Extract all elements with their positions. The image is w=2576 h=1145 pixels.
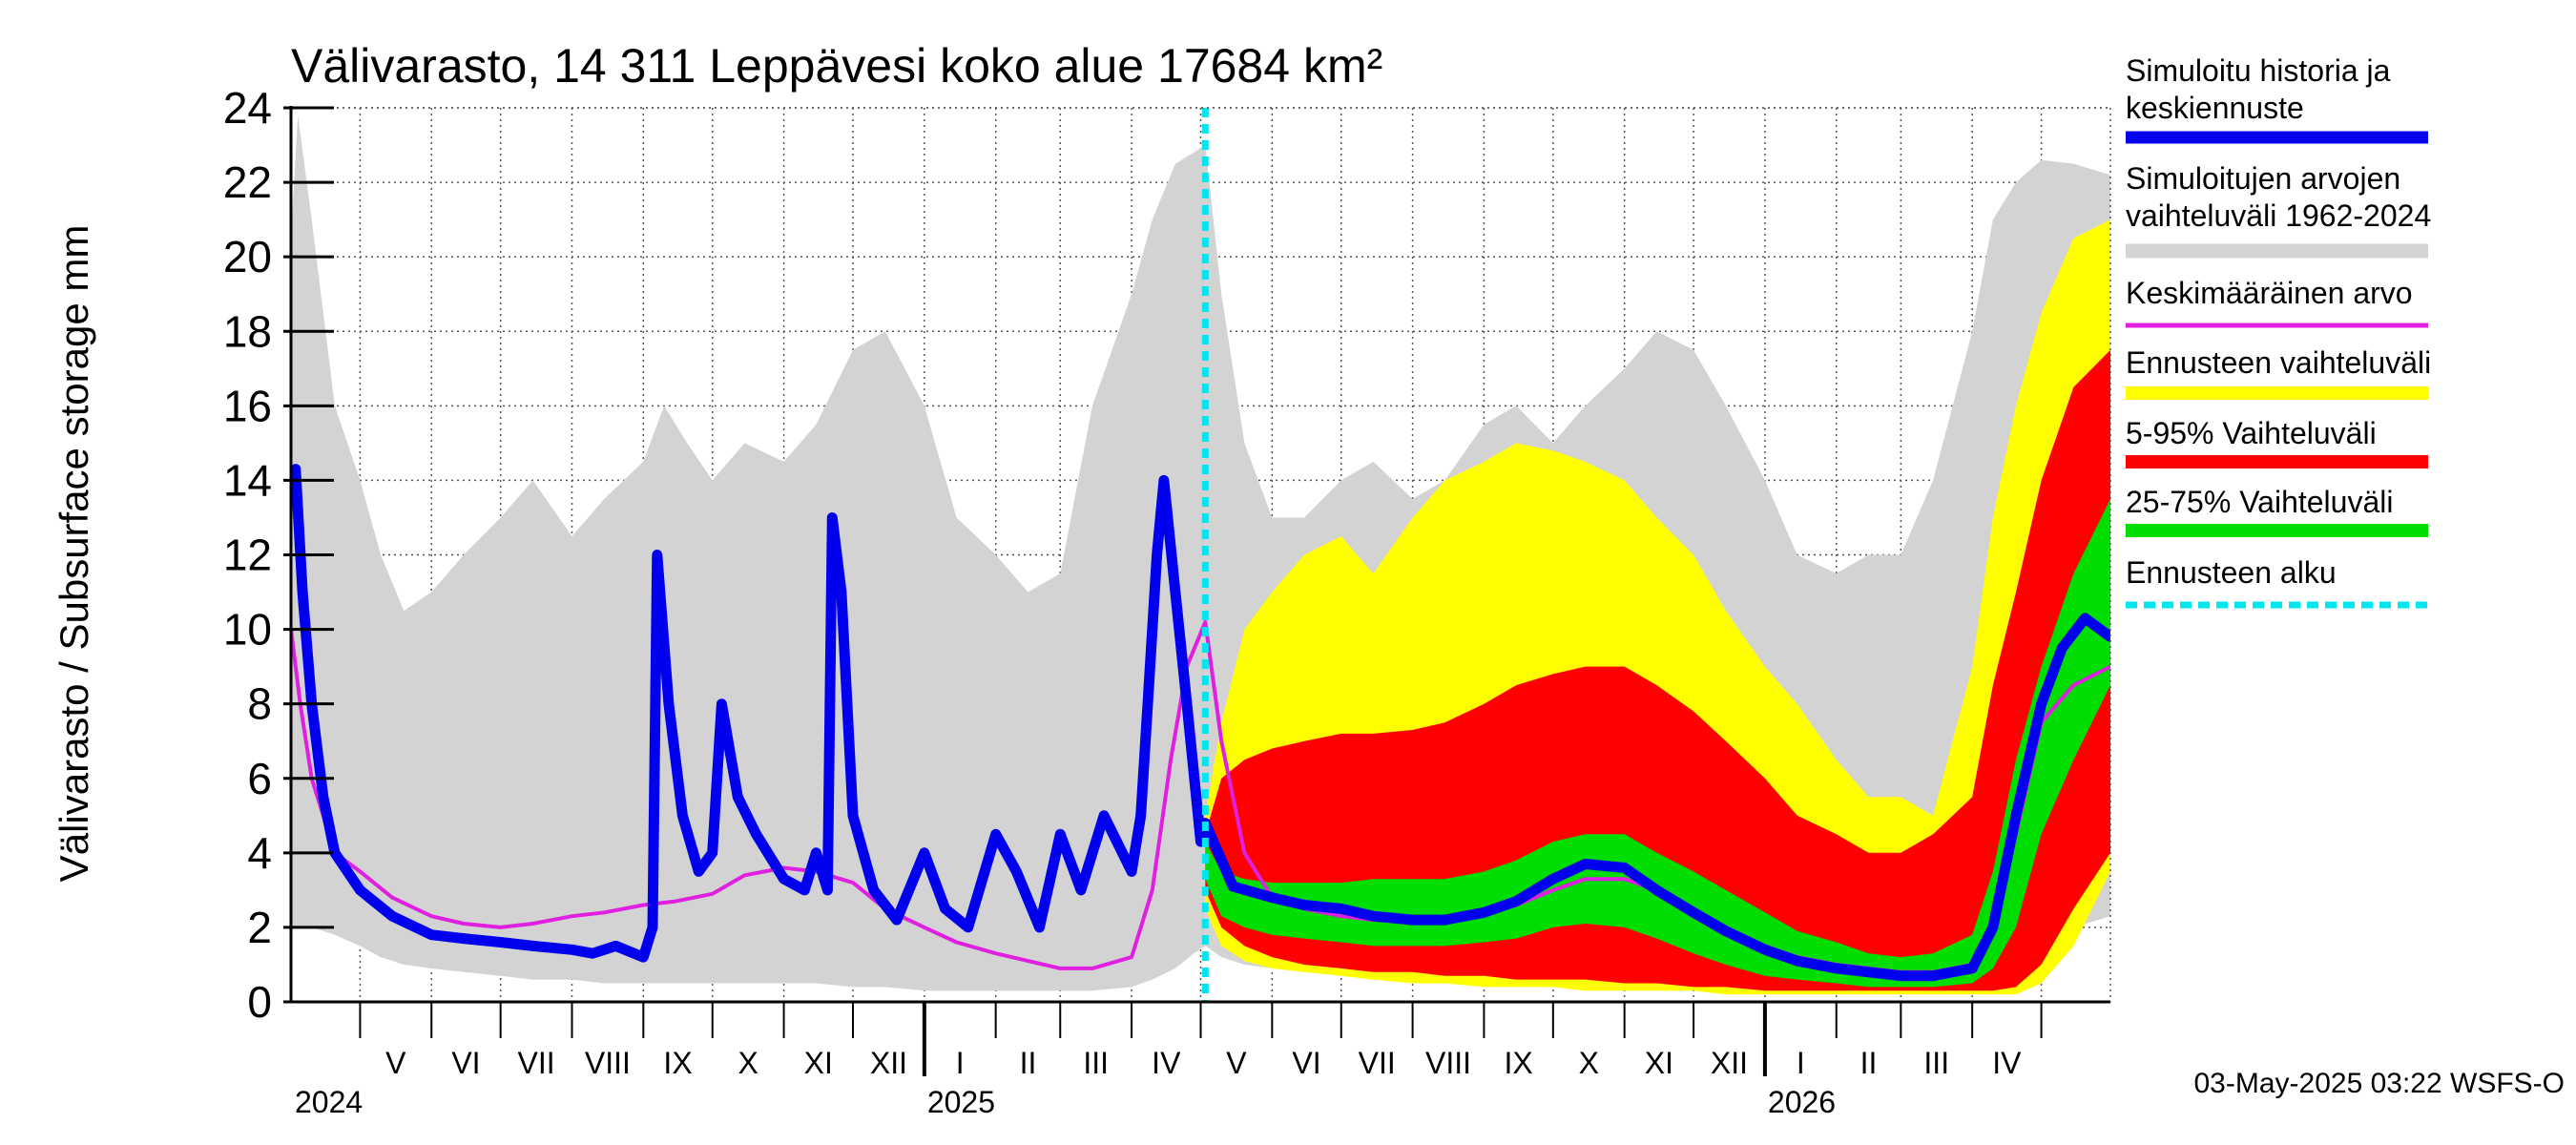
- legend-label: Simuloitu historia ja: [2126, 53, 2391, 88]
- year-label: 2025: [927, 1085, 995, 1119]
- y-tick-label: 12: [223, 531, 272, 580]
- y-tick-label: 20: [223, 232, 272, 281]
- month-label: II: [1860, 1046, 1878, 1080]
- y-tick-label: 22: [223, 157, 272, 207]
- month-label: VI: [451, 1046, 480, 1080]
- legend-label: 25-75% Vaihteluväli: [2126, 485, 2393, 519]
- y-tick-label: 0: [247, 977, 272, 1027]
- month-label: I: [956, 1046, 965, 1080]
- y-tick-label: 2: [247, 903, 272, 952]
- y-tick-label: 14: [223, 455, 272, 505]
- month-label: IV: [1152, 1046, 1181, 1080]
- month-label: V: [385, 1046, 406, 1080]
- y-tick-label: 16: [223, 381, 272, 430]
- y-tick-label: 18: [223, 306, 272, 356]
- month-label: XII: [870, 1046, 907, 1080]
- month-label: III: [1083, 1046, 1109, 1080]
- legend-label: keskiennuste: [2126, 91, 2304, 125]
- legend-label: 5-95% Vaihteluväli: [2126, 416, 2377, 450]
- month-label: XI: [804, 1046, 833, 1080]
- month-label: IX: [1505, 1046, 1533, 1080]
- month-label: V: [1226, 1046, 1247, 1080]
- legend-label: Keskimääräinen arvo: [2126, 276, 2413, 310]
- month-label: XI: [1645, 1046, 1673, 1080]
- legend-label: Simuloitujen arvojen: [2126, 161, 2400, 196]
- month-label: XII: [1711, 1046, 1748, 1080]
- month-label: III: [1923, 1046, 1949, 1080]
- y-tick-label: 24: [223, 83, 272, 133]
- month-label: X: [1579, 1046, 1599, 1080]
- month-label: X: [737, 1046, 758, 1080]
- y-axis-label: Välivarasto / Subsurface storage mm: [52, 225, 96, 883]
- y-tick-label: 10: [223, 605, 272, 655]
- month-label: II: [1020, 1046, 1037, 1080]
- month-label: VIII: [1425, 1046, 1471, 1080]
- month-label: I: [1797, 1046, 1805, 1080]
- legend-label: Ennusteen vaihteluväli: [2126, 345, 2431, 380]
- month-label: VII: [518, 1046, 555, 1080]
- year-label: 2024: [295, 1085, 363, 1119]
- y-tick-label: 6: [247, 754, 272, 803]
- year-label: 2026: [1768, 1085, 1836, 1119]
- y-tick-label: 4: [247, 828, 272, 878]
- series-line-simulated: [291, 464, 2110, 982]
- chart-title: Välivarasto, 14 311 Leppävesi koko alue …: [291, 39, 1382, 93]
- month-label: IV: [1992, 1046, 2022, 1080]
- month-label: VII: [1359, 1046, 1396, 1080]
- month-label: VI: [1292, 1046, 1320, 1080]
- legend-label: Ennusteen alku: [2126, 555, 2337, 590]
- footer-timestamp: 03-May-2025 03:22 WSFS-O: [2194, 1068, 2566, 1099]
- band-ff0000: [1205, 349, 2110, 991]
- month-label: VIII: [585, 1046, 631, 1080]
- legend-label: vaihteluväli 1962-2024: [2126, 198, 2431, 233]
- month-label: IX: [663, 1046, 692, 1080]
- line-layer: [291, 108, 2110, 1002]
- y-tick-label: 8: [247, 679, 272, 729]
